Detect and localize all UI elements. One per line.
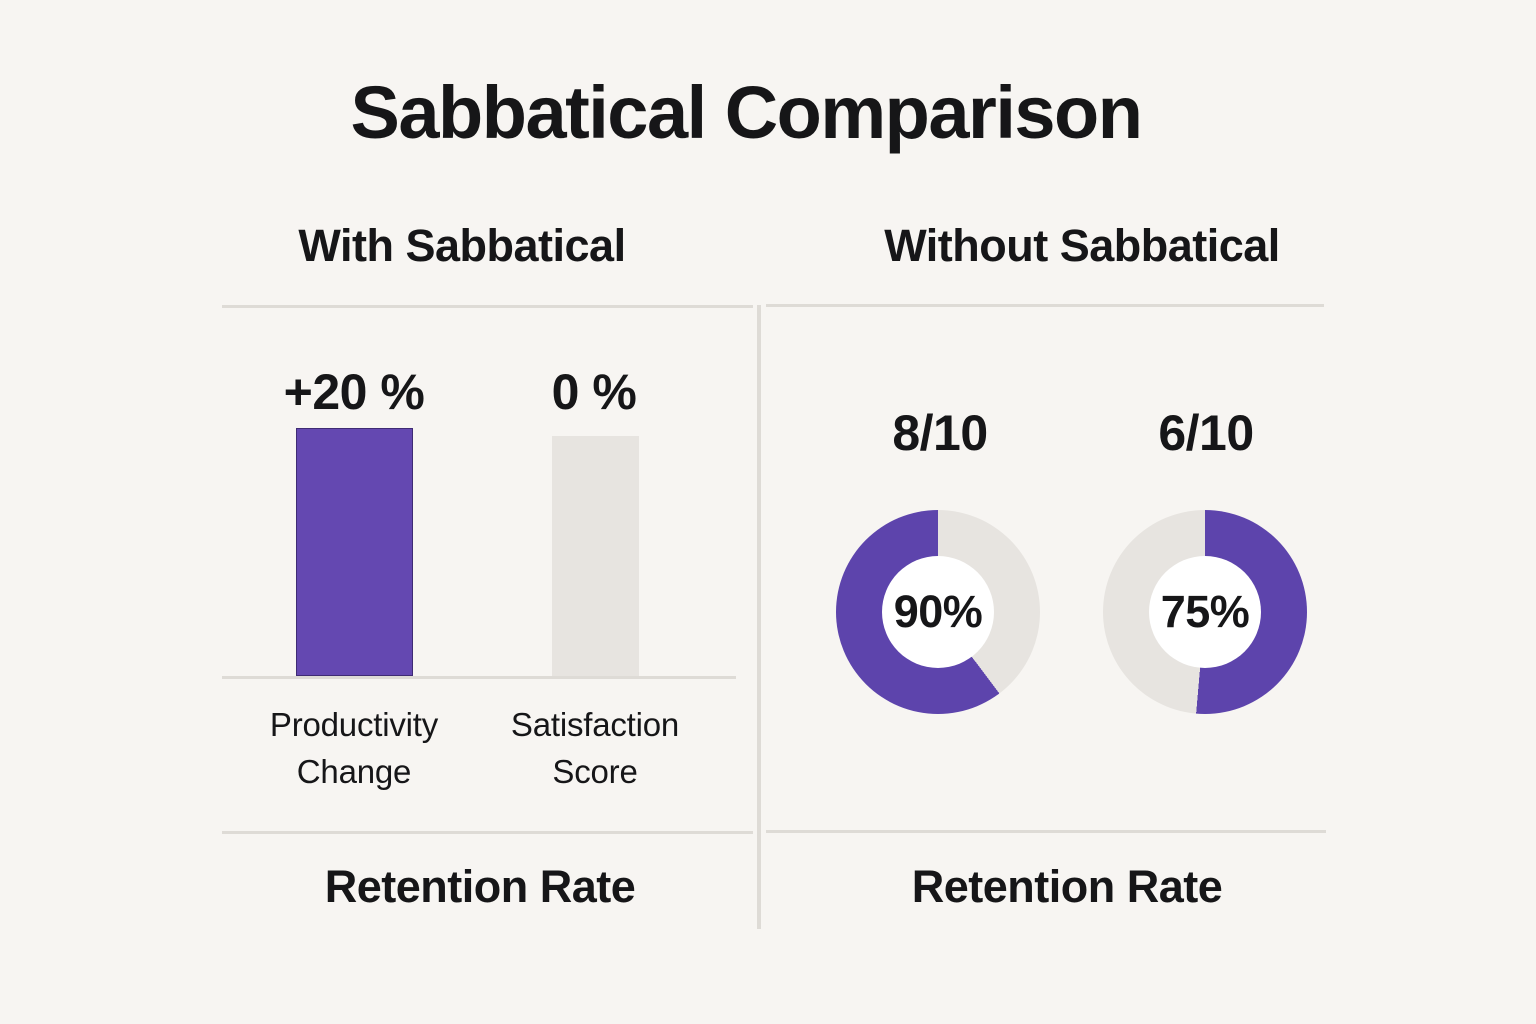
donut-label-6-of-10: 6/10 [1158,405,1254,461]
donut-label-8-of-10: 8/10 [892,405,988,461]
bar-category-line: Change [296,753,412,790]
bar-category-productivity-change: Productivity Change [224,701,484,795]
left-footer-retention-rate: Retention Rate [324,861,636,912]
bar-value-productivity: +20 % [283,364,425,420]
divider-bottom-left [222,831,753,834]
donut-center-percentage: 75% [1160,586,1250,637]
divider-top-left [222,305,753,308]
bar-category-line: Score [552,753,638,790]
donut-retention-75: 75% [1103,510,1307,714]
left-panel-header: With Sabbatical [298,220,626,271]
bar-value-satisfaction: 0 % [551,364,637,420]
right-footer-retention-rate: Retention Rate [911,861,1223,912]
divider-top-right [766,304,1324,307]
bar-satisfaction-score [552,436,639,676]
bar-chart-baseline [222,676,736,679]
bar-productivity-change [296,428,413,676]
donut-hole: 75% [1149,556,1261,668]
page-title: Sabbatical Comparison [350,71,1143,154]
donut-center-percentage: 90% [893,586,983,637]
bar-category-line: Productivity [269,706,439,743]
bar-category-line: Satisfaction [510,706,680,743]
donut-retention-90: 90% [836,510,1040,714]
divider-vertical [757,305,761,929]
donut-hole: 90% [882,556,994,668]
bar-category-satisfaction-score: Satisfaction Score [465,701,725,795]
right-panel-header: Without Sabbatical [884,220,1280,271]
divider-bottom-right [766,830,1326,833]
